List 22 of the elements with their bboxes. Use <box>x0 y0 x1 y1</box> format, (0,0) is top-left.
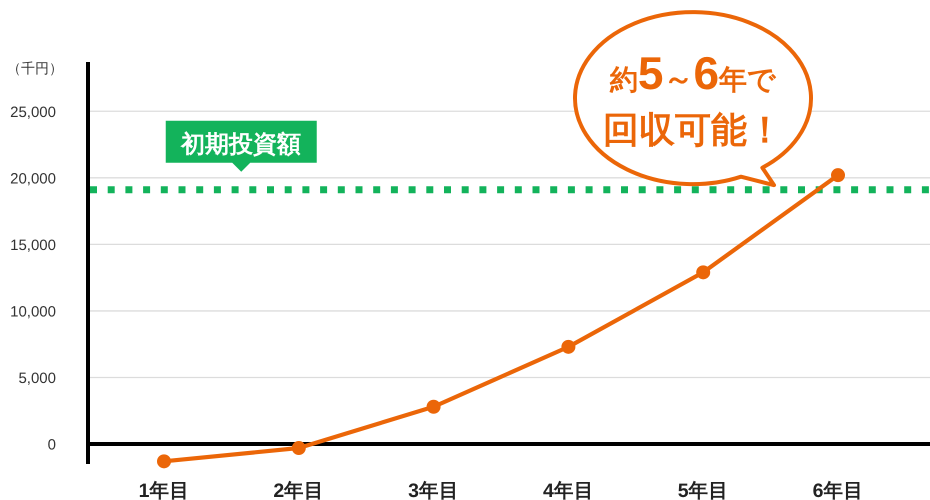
x-tick-label: 5年目 <box>678 480 729 500</box>
y-tick-label: 15,000 <box>10 236 56 254</box>
x-tick-label: 1年目 <box>138 480 190 500</box>
x-tick-label: 6年目 <box>812 480 864 500</box>
x-tick-label: 3年目 <box>408 480 460 500</box>
x-tick-label: 4年目 <box>542 480 594 500</box>
y-tick-label: 0 <box>48 436 56 454</box>
y-tick-label: 25,000 <box>10 104 56 121</box>
y-axis-title: （千円） <box>7 60 63 76</box>
point <box>292 441 306 456</box>
x-tick-label: 2年目 <box>273 480 324 500</box>
point <box>157 454 171 468</box>
ref-line-label-tag: 初期投資額 <box>166 120 317 172</box>
y-tick-label: 20,000 <box>10 170 56 188</box>
y-tick-label: 10,000 <box>10 303 56 320</box>
annotation: 約5～6年で回収可能！ <box>603 47 783 150</box>
point <box>696 265 710 280</box>
ref-line-label: 初期投資額 <box>180 130 302 158</box>
point <box>831 168 845 182</box>
y-tick-label: 5,000 <box>18 370 56 387</box>
point <box>561 340 576 354</box>
point <box>426 400 441 414</box>
